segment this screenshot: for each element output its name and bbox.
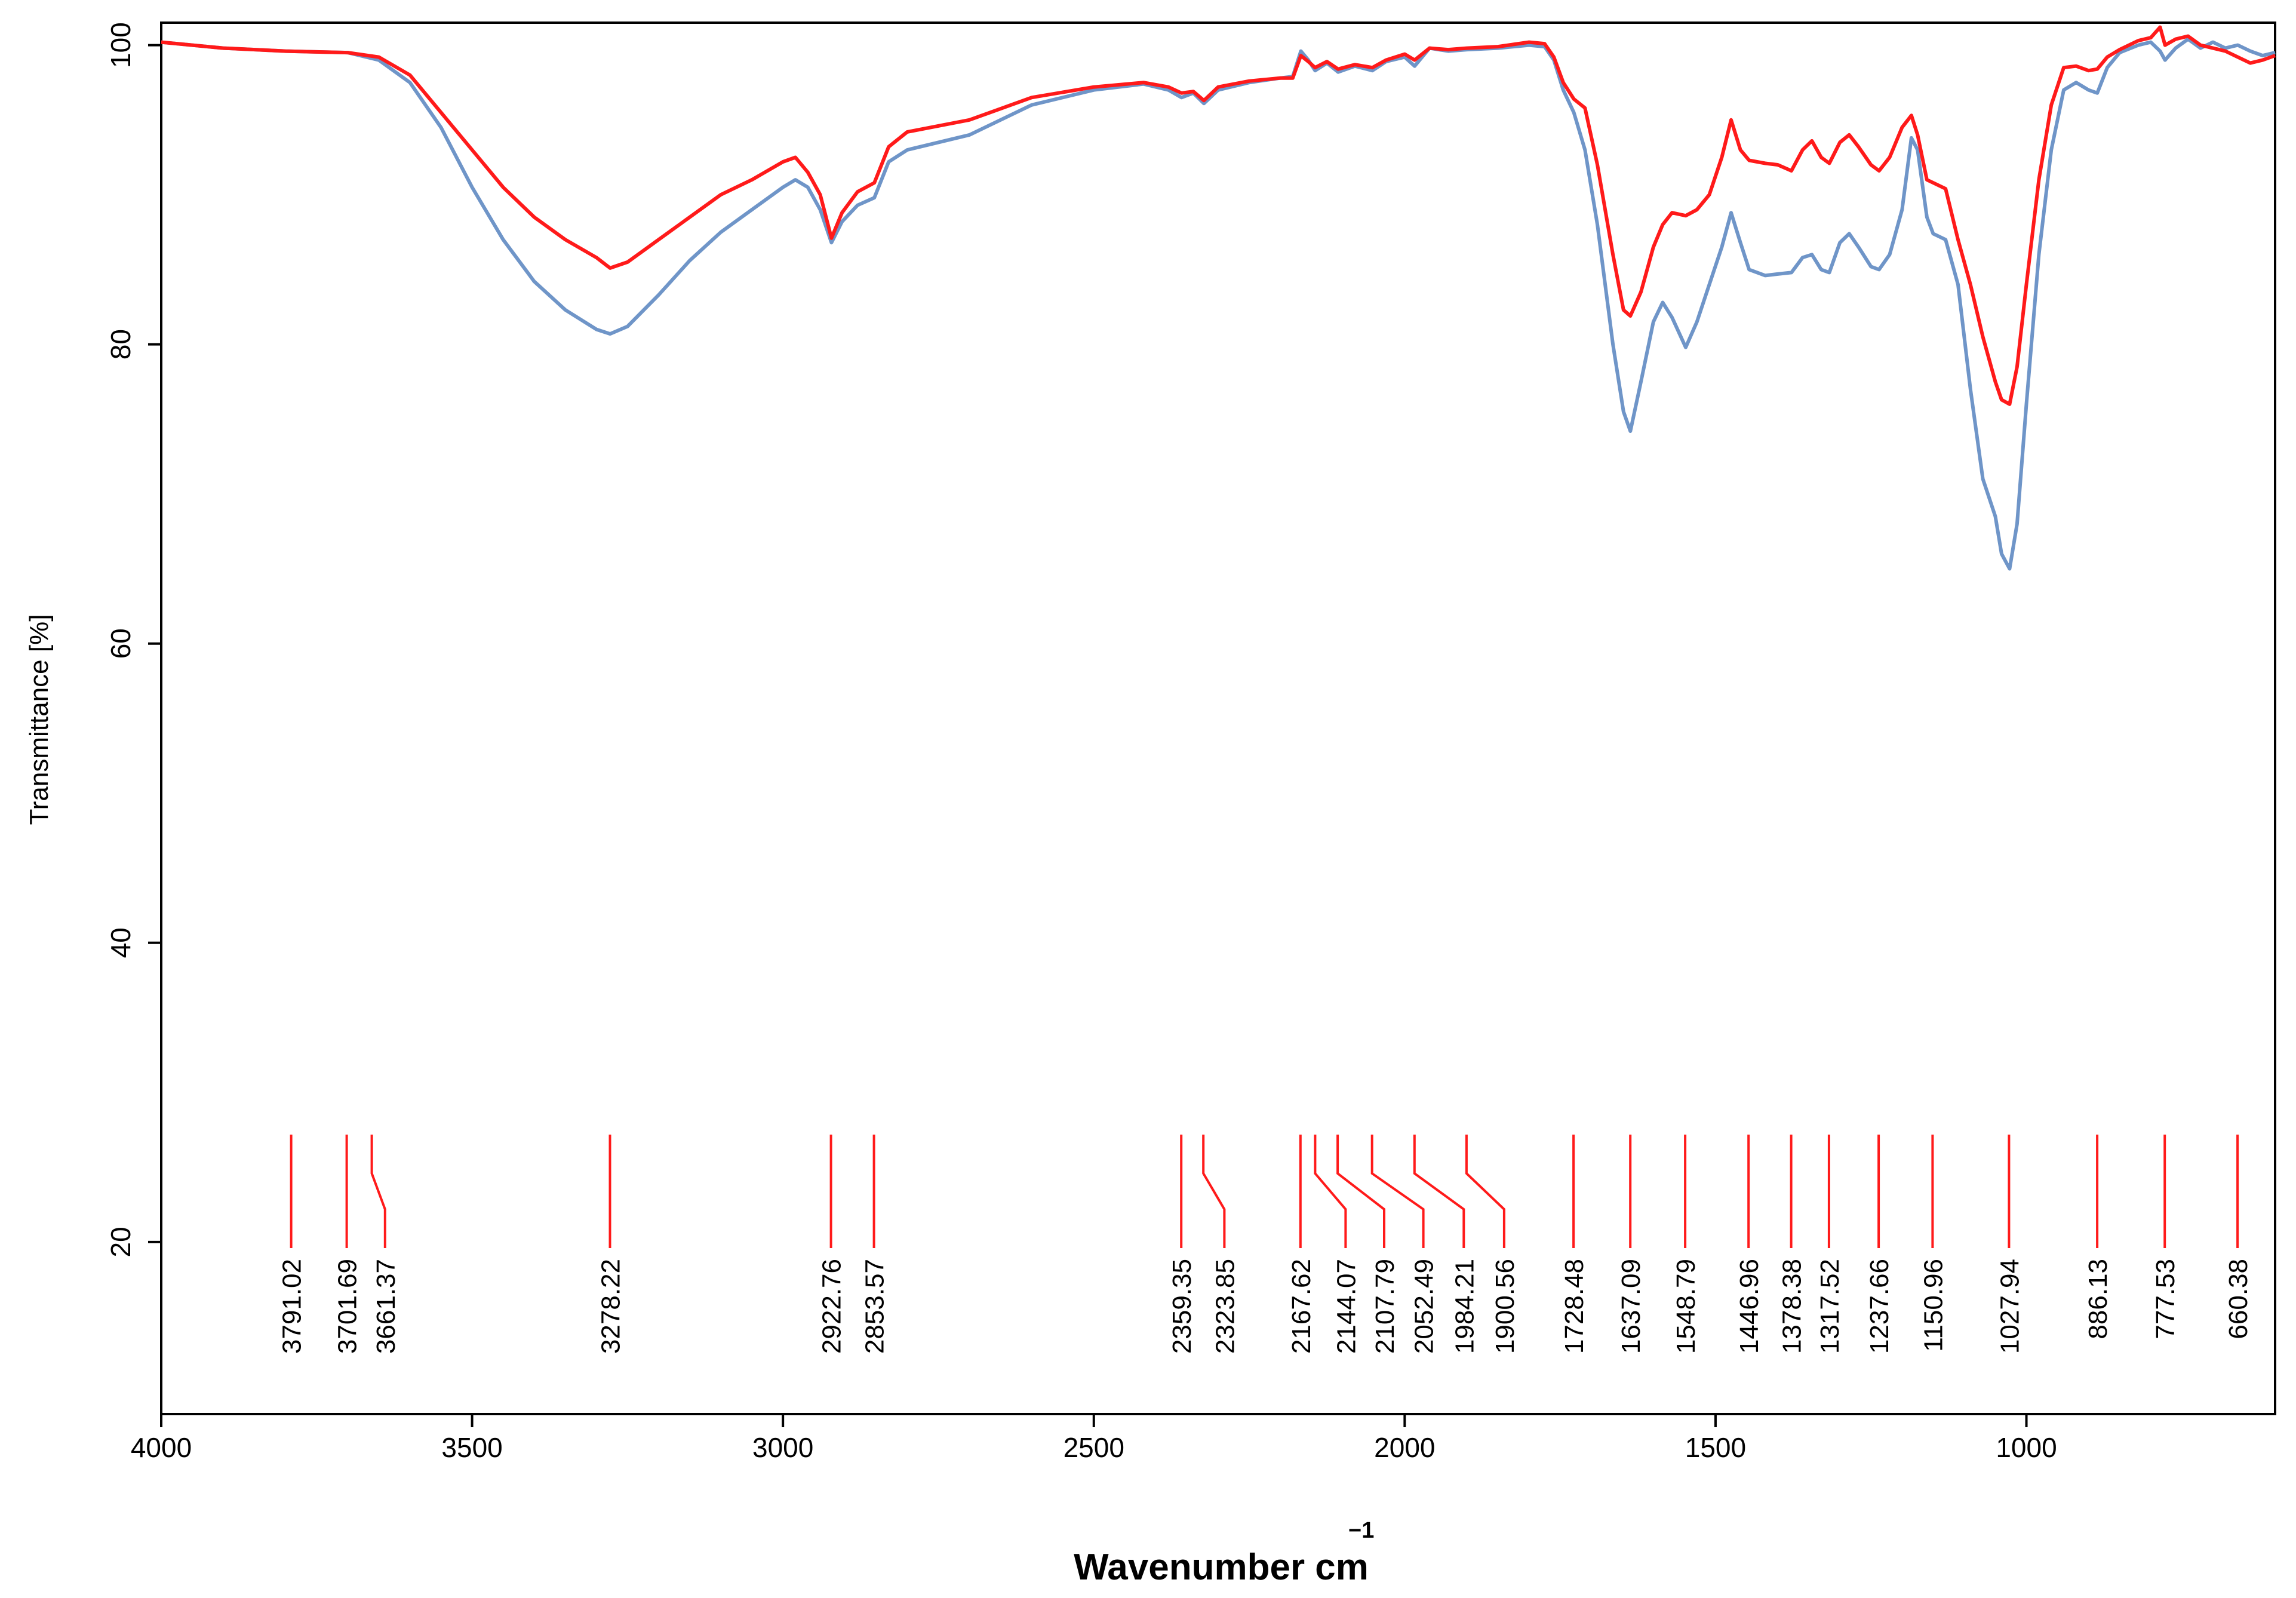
peak-label: 1150.96 <box>1919 1259 1948 1352</box>
peak-label: 1027.94 <box>1995 1259 2024 1354</box>
x-tick-label: 1500 <box>1685 1432 1746 1463</box>
peak-label: 3701.69 <box>333 1259 362 1354</box>
y-tick-label: 40 <box>105 927 136 958</box>
peak-label: 2922.76 <box>817 1259 847 1354</box>
peak-label: 1378.38 <box>1778 1259 1807 1354</box>
y-tick-label: 60 <box>105 628 136 659</box>
y-tick-label: 100 <box>105 22 136 68</box>
peak-label: 1446.96 <box>1735 1259 1764 1354</box>
peak-marker-line <box>1413 1135 1465 1248</box>
peak-label: 1984.21 <box>1450 1259 1479 1354</box>
peak-label: 2323.85 <box>1210 1259 1240 1354</box>
peak-label: 2167.62 <box>1287 1259 1316 1354</box>
peak-label: 2853.57 <box>860 1259 890 1354</box>
peak-label: 2359.35 <box>1167 1259 1197 1354</box>
x-tick-label: 3000 <box>752 1432 813 1463</box>
series-line-2 <box>161 25 2276 406</box>
x-tick-label: 1000 <box>1996 1432 2057 1463</box>
peak-marker-line <box>1202 1135 1226 1248</box>
x-tick-label: 4000 <box>131 1432 192 1463</box>
peak-label: 1237.66 <box>1865 1259 1894 1354</box>
x-axis-title: Wavenumber cm <box>1074 1547 1369 1588</box>
series-line-1 <box>161 37 2276 571</box>
y-tick-label: 80 <box>105 329 136 359</box>
x-tick-label: 3500 <box>441 1432 502 1463</box>
peak-label: 2052.49 <box>1410 1259 1439 1354</box>
peak-markers: 3791.02 3701.69 3661.37 3278.22 2922.76 2853.… <box>278 1135 2253 1354</box>
x-axis-title-superscript: −1 <box>1348 1518 1374 1543</box>
peak-marker-line <box>1336 1135 1385 1248</box>
peak-label: 1317.52 <box>1815 1259 1845 1354</box>
peak-label: 1548.79 <box>1671 1259 1701 1354</box>
peak-label: 3661.37 <box>371 1259 401 1354</box>
peak-marker-line <box>370 1135 386 1248</box>
peak-label: 1637.09 <box>1616 1259 1646 1354</box>
peak-label: 2107.79 <box>1370 1259 1400 1354</box>
peak-label: 2144.07 <box>1332 1259 1361 1354</box>
x-tick-label: 2500 <box>1064 1432 1124 1463</box>
peak-marker-line <box>1314 1135 1347 1248</box>
x-axis: 4000 3500 3000 2500 2000 1500 1000 <box>131 1414 2057 1463</box>
peak-label: 660.38 <box>2224 1259 2253 1339</box>
y-axis: 20 40 60 80 100 <box>105 22 161 1257</box>
peak-label: 1728.48 <box>1560 1259 1589 1354</box>
peak-label: 886.13 <box>2083 1259 2113 1339</box>
peak-label: 1900.56 <box>1490 1259 1520 1354</box>
peak-label: 3278.22 <box>597 1259 626 1354</box>
peak-marker-line <box>1370 1135 1425 1248</box>
plot-frame <box>160 21 2276 1415</box>
peak-label: 3791.02 <box>278 1259 307 1354</box>
peak-label: 777.53 <box>2151 1259 2180 1339</box>
series-layer <box>161 25 2276 571</box>
x-tick-label: 2000 <box>1374 1432 1435 1463</box>
y-axis-title: Transmittance [%] <box>24 614 54 825</box>
y-tick-label: 20 <box>105 1227 136 1257</box>
peak-marker-line <box>1465 1135 1505 1248</box>
